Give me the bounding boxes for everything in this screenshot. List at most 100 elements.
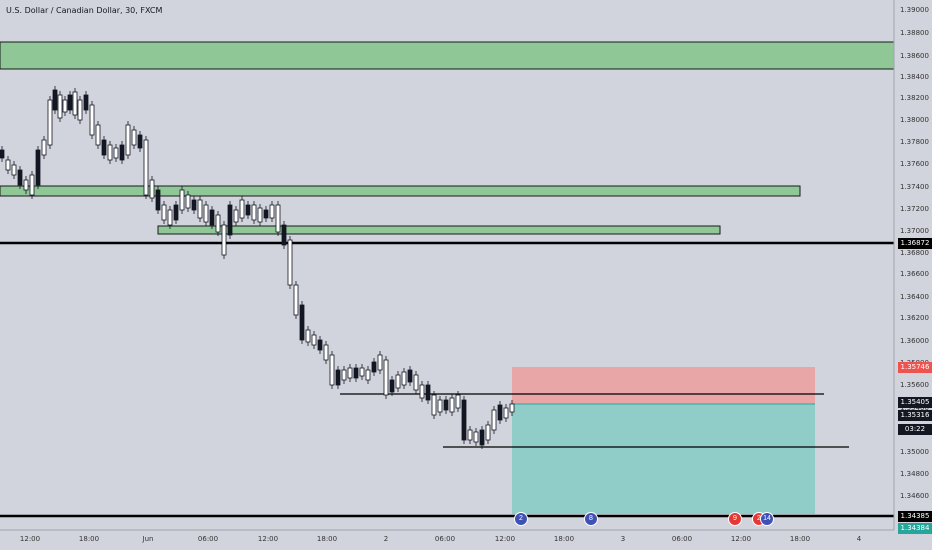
candle-body bbox=[269, 204, 275, 219]
stop-zone[interactable] bbox=[512, 367, 815, 404]
us-flag-icon[interactable]: 14 bbox=[760, 512, 774, 526]
candle-body bbox=[257, 207, 263, 223]
price-axis-label: 1.35000 bbox=[900, 448, 929, 456]
candle-body bbox=[173, 204, 179, 221]
candle-body bbox=[305, 329, 311, 343]
price-axis-label: 1.34600 bbox=[900, 492, 929, 500]
time-axis-label: 06:00 bbox=[197, 535, 219, 543]
price-axis-label: 1.37000 bbox=[900, 227, 929, 235]
candle-body bbox=[179, 189, 185, 211]
candle-body bbox=[233, 209, 239, 223]
candle-body bbox=[497, 404, 503, 421]
candle-body bbox=[17, 169, 23, 186]
candle-body bbox=[509, 403, 515, 413]
candle-body bbox=[35, 149, 41, 186]
candle-body bbox=[335, 369, 341, 386]
time-axis-label: 18:00 bbox=[789, 535, 811, 543]
candle-body bbox=[431, 394, 437, 416]
us-flag-icon[interactable]: 2 bbox=[514, 512, 528, 526]
candle-body bbox=[485, 424, 491, 441]
time-axis-label: 18:00 bbox=[78, 535, 100, 543]
time-axis-label: 12:00 bbox=[19, 535, 41, 543]
candle-body bbox=[287, 239, 293, 286]
candle-body bbox=[197, 199, 203, 219]
candle-body bbox=[67, 94, 73, 111]
candle-body bbox=[479, 429, 485, 446]
candle-body bbox=[29, 174, 35, 196]
price-tag: 03:22 bbox=[898, 424, 932, 435]
candle-body bbox=[52, 89, 58, 111]
candle-body bbox=[407, 369, 413, 383]
candle-body bbox=[503, 407, 509, 419]
time-axis-label: 4 bbox=[856, 535, 862, 543]
candle-body bbox=[191, 199, 197, 211]
candle-body bbox=[425, 384, 431, 401]
time-axis-label: 2 bbox=[383, 535, 389, 543]
candle-body bbox=[11, 164, 17, 176]
candle-body bbox=[395, 374, 401, 389]
us-flag-icon[interactable]: 8 bbox=[584, 512, 598, 526]
candle-body bbox=[383, 359, 389, 396]
zone-top[interactable] bbox=[0, 41, 895, 70]
time-axis-label: 12:00 bbox=[494, 535, 516, 543]
candle-body bbox=[275, 204, 281, 233]
price-axis-label: 1.34800 bbox=[900, 470, 929, 478]
time-axis-label: 18:00 bbox=[553, 535, 575, 543]
target-zone[interactable] bbox=[512, 404, 815, 514]
price-tag: 1.36872 bbox=[898, 238, 932, 249]
candle-body bbox=[347, 367, 353, 379]
candle-body bbox=[23, 179, 29, 191]
candle-body bbox=[227, 204, 233, 236]
candle-body bbox=[281, 224, 287, 246]
price-axis-label: 1.35600 bbox=[900, 381, 929, 389]
candle-body bbox=[317, 339, 323, 351]
candle-body bbox=[467, 429, 473, 441]
candle-body bbox=[251, 204, 257, 221]
time-axis-label: 18:00 bbox=[316, 535, 338, 543]
price-axis-label: 1.36600 bbox=[900, 270, 929, 278]
candle-body bbox=[413, 374, 419, 391]
price-axis-label: 1.36800 bbox=[900, 249, 929, 257]
candle-body bbox=[221, 224, 227, 256]
candle-body bbox=[311, 334, 317, 346]
candles-group bbox=[0, 86, 515, 449]
zone-mid[interactable] bbox=[0, 185, 801, 197]
time-axis-label: Jun bbox=[142, 535, 154, 543]
time-axis-label: 12:00 bbox=[257, 535, 279, 543]
candle-body bbox=[449, 397, 455, 413]
candle-body bbox=[137, 134, 143, 149]
candle-body bbox=[77, 99, 83, 121]
candle-body bbox=[107, 144, 113, 161]
chart-title: U.S. Dollar / Canadian Dollar, 30, FXCM bbox=[6, 6, 163, 15]
candle-body bbox=[239, 199, 245, 219]
candle-body bbox=[377, 354, 383, 371]
candle-body bbox=[491, 409, 497, 431]
candle-body bbox=[443, 399, 449, 411]
candle-body bbox=[245, 204, 251, 216]
price-tag: 1.34385 bbox=[898, 511, 932, 522]
time-axis-label: 06:00 bbox=[671, 535, 693, 543]
candle-body bbox=[113, 147, 119, 159]
candle-body bbox=[203, 204, 209, 223]
candle-body bbox=[47, 99, 53, 146]
candle-body bbox=[72, 91, 78, 116]
time-axis-label: 06:00 bbox=[434, 535, 456, 543]
candle-body bbox=[215, 214, 221, 233]
candle-body bbox=[131, 129, 137, 146]
price-axis-label: 1.38600 bbox=[900, 52, 929, 60]
price-axis-label: 1.35400 bbox=[900, 404, 929, 412]
price-axis-label: 1.36400 bbox=[900, 293, 929, 301]
candle-body bbox=[149, 179, 155, 199]
candle-body bbox=[185, 194, 191, 209]
price-axis-label: 1.39000 bbox=[900, 6, 929, 14]
candle-body bbox=[5, 159, 11, 171]
zone-low[interactable] bbox=[157, 225, 721, 235]
candle-body bbox=[371, 361, 377, 373]
price-axis-label: 1.37600 bbox=[900, 160, 929, 168]
price-axis-label: 1.37400 bbox=[900, 183, 929, 191]
ca-flag-icon[interactable]: 9 bbox=[728, 512, 742, 526]
candle-body bbox=[389, 379, 395, 393]
price-axis-label: 1.38200 bbox=[900, 94, 929, 102]
candle-body bbox=[473, 431, 479, 443]
